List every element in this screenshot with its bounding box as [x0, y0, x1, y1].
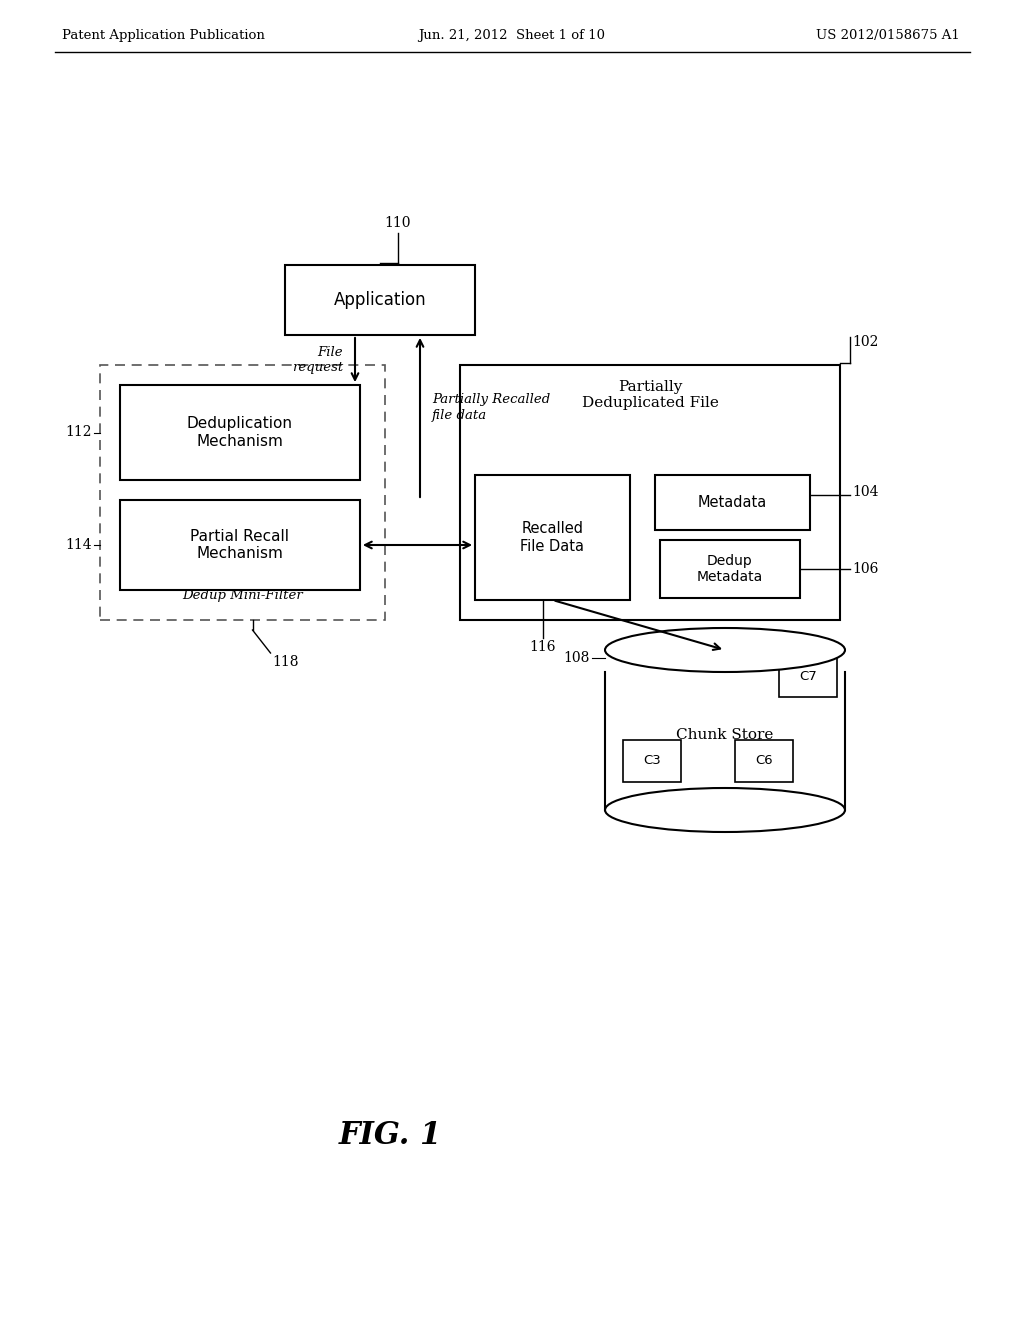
Bar: [100, 366, 385, 620]
Text: 114: 114: [66, 539, 92, 552]
Bar: [120, 385, 360, 480]
Ellipse shape: [605, 628, 845, 672]
Text: US 2012/0158675 A1: US 2012/0158675 A1: [816, 29, 961, 41]
Text: 102: 102: [852, 335, 879, 348]
Text: 106: 106: [852, 562, 879, 576]
Text: Deduplication
Mechanism: Deduplication Mechanism: [187, 416, 293, 449]
Bar: [605, 649, 845, 810]
Text: Chunk Store: Chunk Store: [676, 729, 774, 742]
Bar: [660, 540, 800, 598]
Text: Dedup
Metadata: Dedup Metadata: [697, 554, 763, 583]
Text: 112: 112: [66, 425, 92, 440]
Text: C6: C6: [755, 755, 773, 767]
Bar: [655, 475, 810, 531]
Text: Patent Application Publication: Patent Application Publication: [62, 29, 265, 41]
Text: C7: C7: [799, 669, 817, 682]
Text: 118: 118: [272, 655, 299, 669]
Text: 104: 104: [852, 486, 879, 499]
Text: Application: Application: [334, 290, 426, 309]
Text: File
request: File request: [292, 346, 343, 374]
Text: Recalled
File Data: Recalled File Data: [520, 521, 585, 553]
Text: FIG. 1: FIG. 1: [338, 1119, 441, 1151]
Text: Partially
Deduplicated File: Partially Deduplicated File: [582, 380, 719, 411]
Text: Metadata: Metadata: [698, 495, 767, 510]
Ellipse shape: [605, 788, 845, 832]
Bar: [779, 655, 837, 697]
Bar: [475, 475, 630, 601]
Bar: [285, 265, 475, 335]
Bar: [460, 366, 840, 620]
Bar: [623, 741, 681, 781]
Bar: [735, 741, 793, 781]
Text: Dedup Mini-Filter: Dedup Mini-Filter: [182, 589, 303, 602]
Text: 108: 108: [563, 651, 590, 665]
Bar: [120, 500, 360, 590]
Text: 110: 110: [385, 216, 412, 230]
Text: Jun. 21, 2012  Sheet 1 of 10: Jun. 21, 2012 Sheet 1 of 10: [419, 29, 605, 41]
Text: C3: C3: [643, 755, 660, 767]
Text: Partial Recall
Mechanism: Partial Recall Mechanism: [190, 529, 290, 561]
Text: 116: 116: [529, 640, 556, 653]
Text: Partially Recalled
file data: Partially Recalled file data: [432, 393, 550, 421]
